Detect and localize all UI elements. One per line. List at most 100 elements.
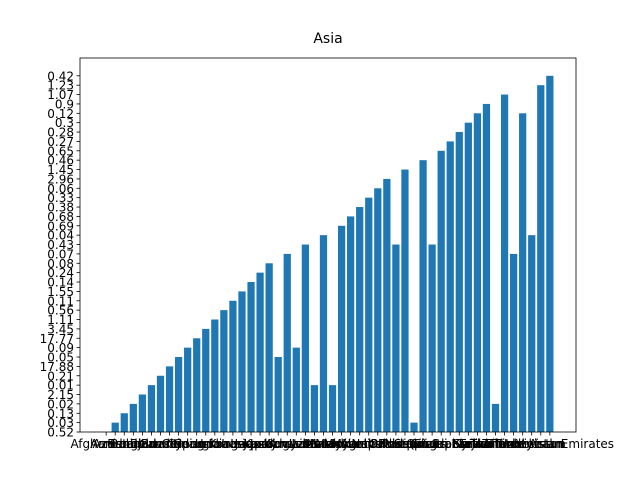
bar	[165, 366, 174, 432]
x-tick-label: Nepal	[351, 437, 386, 451]
bar	[500, 94, 509, 432]
x-tick-label: Qatar	[406, 437, 440, 451]
y-tick-label: 0.01	[47, 379, 74, 393]
x-tick-label: Hong Kong	[173, 437, 238, 451]
x-tick-label: Kuwait	[267, 437, 307, 451]
bar	[184, 347, 192, 432]
y-tick-label: 1.45	[47, 163, 74, 177]
bar	[428, 244, 436, 432]
x-tick-label: Sri Lanka	[432, 437, 487, 451]
plot-frame	[79, 57, 577, 433]
bar	[328, 385, 337, 432]
x-tick-label: Tajikistan	[458, 437, 515, 451]
bar	[464, 122, 472, 432]
x-tick-label: Kazakhstan	[244, 437, 313, 451]
x-tick-label: United Arab Emirates	[486, 437, 614, 451]
bar	[156, 375, 165, 432]
x-tick-label: Brunei	[141, 437, 180, 451]
bar	[247, 282, 255, 432]
y-tick-label: 1.55	[47, 285, 74, 299]
x-tick-label: Pakistan	[371, 437, 421, 451]
bar	[238, 291, 246, 432]
bar	[419, 160, 427, 433]
y-tick-label: 0.28	[47, 126, 74, 140]
y-tick-label: 0.52	[47, 426, 74, 440]
y-tick-label: 0.02	[47, 397, 74, 411]
y-tick-label: 0.33	[47, 191, 74, 205]
x-tick-label: Vietnam	[516, 437, 566, 451]
x-tick-label: Taiwan	[456, 437, 498, 451]
bar	[365, 197, 373, 432]
y-tick-label: 0.06	[47, 182, 74, 196]
y-tick-label: 2.15	[47, 388, 74, 402]
x-tick-label: Oman	[369, 437, 405, 451]
bar	[147, 385, 156, 432]
x-tick-label: Kyrgyzstan	[263, 437, 329, 451]
y-tick-label: 1.11	[47, 313, 74, 327]
x-tick-label: Armenia	[90, 437, 140, 451]
bar	[546, 75, 554, 433]
y-tick-label: 0.11	[47, 294, 74, 308]
x-tick-label: Jordan	[249, 437, 288, 451]
bar	[491, 403, 500, 432]
x-tick-label: Timor	[486, 437, 521, 451]
y-tick-label: 17.88	[40, 360, 74, 374]
y-tick-label: 0.12	[47, 107, 74, 121]
x-tick-label: Turkey	[493, 437, 533, 451]
bar	[519, 113, 527, 433]
y-tick-label: 0.38	[47, 201, 74, 215]
x-tick-label: Bahrain	[110, 437, 156, 451]
bar	[455, 132, 463, 433]
x-tick-label: Myanmar	[331, 437, 387, 451]
x-tick-label: Macao	[304, 437, 343, 451]
x-tick-label: Thailand	[469, 437, 522, 451]
x-tick-label: Saudi Arabia	[394, 437, 470, 451]
x-tick-label: Iraq	[230, 437, 253, 451]
bar	[265, 263, 273, 432]
bar	[220, 310, 228, 432]
y-tick-label: 2.96	[47, 172, 74, 186]
bar	[401, 169, 409, 432]
x-tick-label: North Korea	[342, 437, 413, 451]
x-tick-label: Turkmenistan	[481, 437, 563, 451]
y-tick-label: 1.07	[47, 88, 74, 102]
bar	[374, 188, 382, 432]
bar	[138, 394, 147, 432]
bar	[319, 235, 328, 432]
bar	[202, 328, 210, 432]
bar	[356, 207, 364, 432]
x-tick-label: Iran	[221, 437, 244, 451]
bar	[473, 113, 482, 433]
y-tick-label: 0.56	[47, 304, 74, 318]
bar	[482, 103, 491, 433]
bar	[446, 141, 454, 432]
bar	[347, 216, 355, 432]
x-tick-label: Singapore	[411, 437, 472, 451]
y-tick-label: 0.43	[47, 238, 74, 252]
x-tick-label: China	[161, 437, 195, 451]
x-tick-label: Laos	[292, 437, 320, 451]
y-tick-label: 0.24	[47, 266, 74, 280]
y-tick-label: 0.46	[47, 154, 74, 168]
x-tick-label: Afghanistan	[70, 437, 141, 451]
bar	[283, 253, 291, 432]
x-tick-label: Bhutan	[130, 437, 173, 451]
y-tick-label: 17.77	[40, 332, 74, 346]
x-tick-label: Philippines	[382, 437, 447, 451]
x-tick-label: Cambodia	[139, 437, 200, 451]
x-tick-label: Azerbaijan	[93, 437, 156, 451]
bar	[383, 178, 391, 432]
x-tick-label: Mongolia	[323, 437, 377, 451]
y-tick-label: 0.65	[47, 144, 74, 158]
x-tick-label: Israel	[235, 437, 268, 451]
x-tick-label: Cyprus	[167, 437, 209, 451]
y-tick-label: 0.69	[47, 219, 74, 233]
y-tick-label: 0.9	[55, 97, 74, 111]
x-tick-label: Syria	[453, 437, 483, 451]
y-tick-label: 0.07	[47, 247, 74, 261]
y-tick-label: 3.45	[47, 322, 74, 336]
y-tick-label: 0.21	[47, 369, 74, 383]
y-tick-label: 0.3	[55, 116, 74, 130]
bar	[310, 385, 319, 432]
